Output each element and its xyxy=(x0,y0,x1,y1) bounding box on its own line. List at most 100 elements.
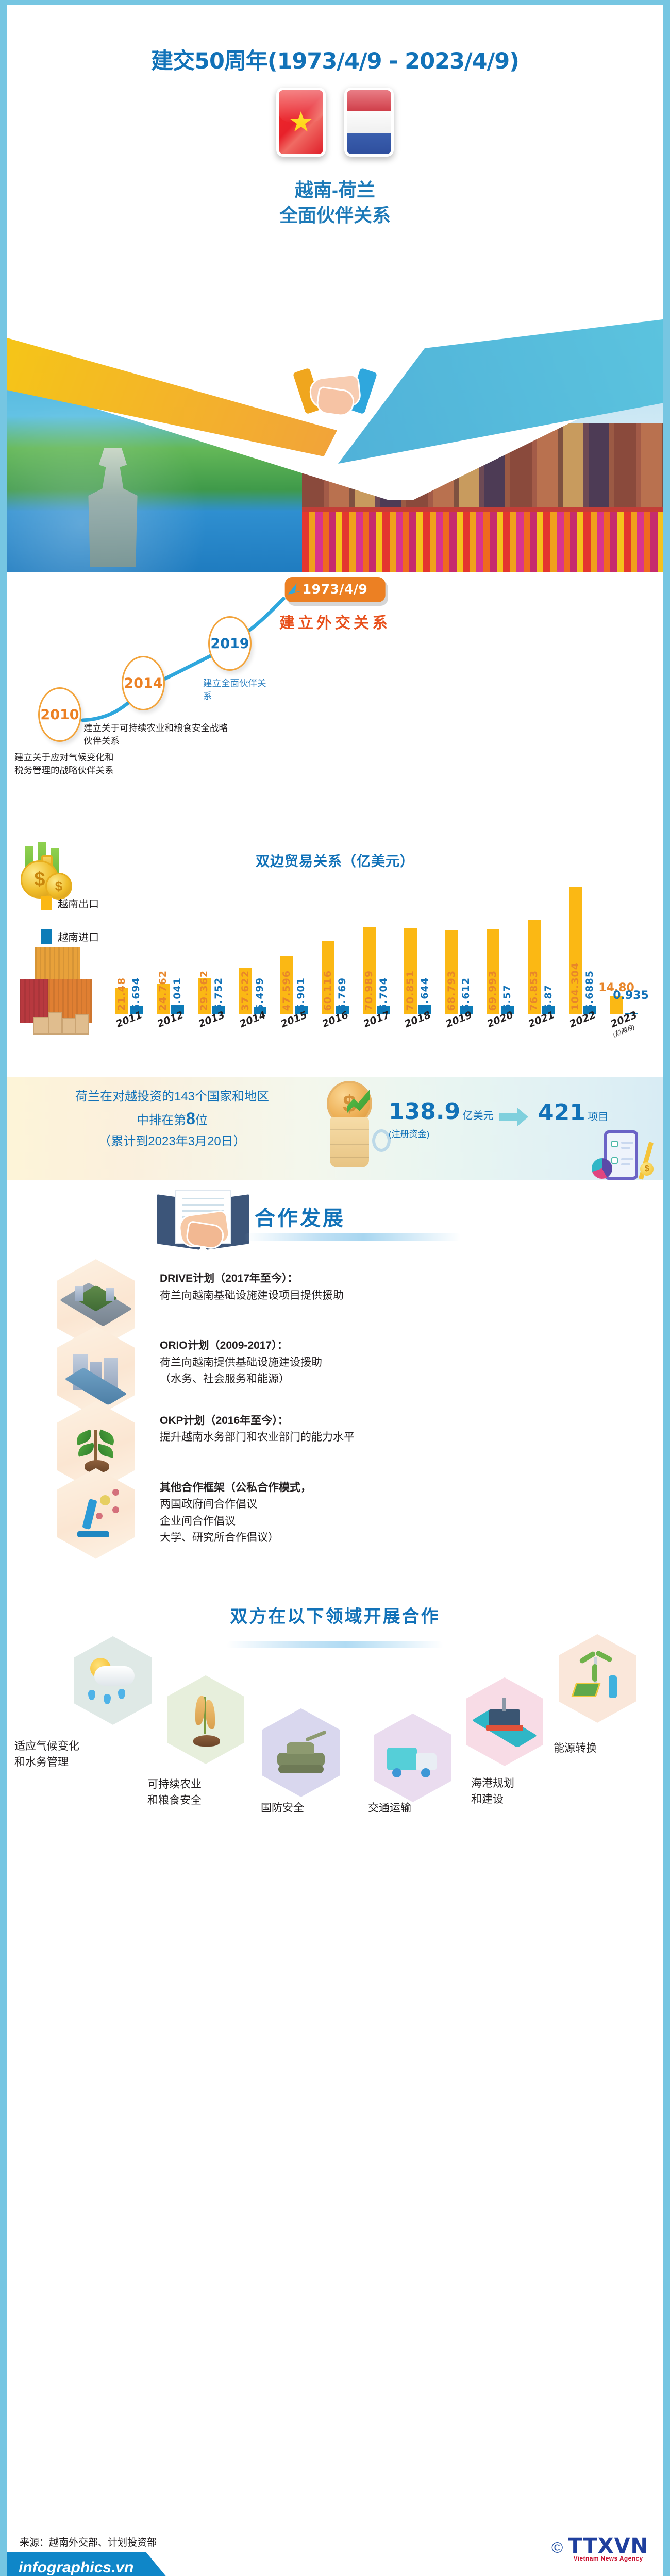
list-item: DRIVE计划（2017年至今）： 荷兰向越南基础设施建设项目提供援助 xyxy=(7,1259,663,1350)
timeline-year-2010: 2010 xyxy=(40,706,79,723)
bar-value-export: 68.793 xyxy=(446,970,457,1011)
bar-export: 70.851 xyxy=(404,927,417,1014)
cooperation-line: 提升越南水务部门和农业部门的能力水平 xyxy=(160,1431,355,1444)
field-label-climate-text: 适应气候变化 和水务管理 xyxy=(14,1740,79,1769)
page-title: 建交50周年(1973/4/9 - 2023/4/9) xyxy=(151,48,520,74)
bar-import: 7.041 xyxy=(171,977,184,1014)
bar-group: 24.762 7.041 xyxy=(149,880,191,1014)
cooperation-underline xyxy=(244,1233,461,1241)
fdi-projects: 421 项目 xyxy=(538,1099,608,1126)
bar-group: 14.80 0.935 xyxy=(598,880,649,1014)
fdi-rank-text: 荷兰在对越投资的143个国家和地区 中排在第8位 （累计到2023年3月20日） xyxy=(12,1087,332,1151)
legend-item-import: 越南进口 xyxy=(41,929,99,944)
bar-export: 70.989 xyxy=(362,927,376,1014)
bar-value-import: 7.644 xyxy=(419,977,430,1011)
wind-solar-icon xyxy=(559,1634,636,1723)
bar-import: 6.694 xyxy=(129,977,143,1014)
weather-rain-icon xyxy=(74,1636,152,1725)
bar-value-import: 6.769 xyxy=(337,977,348,1011)
x-axis-label: 2016 xyxy=(320,1009,350,1030)
bar-value-export: 21.48 xyxy=(116,977,127,1011)
fdi-band: 荷兰在对越投资的143个国家和地区 中排在第8位 （累计到2023年3月20日）… xyxy=(7,1077,663,1180)
bar-export: 69.993 xyxy=(486,928,499,1014)
bar-group: 37.622 5.499 xyxy=(232,880,273,1014)
cooperation-header: 合作发展 xyxy=(7,1190,663,1257)
truck-icon xyxy=(374,1713,451,1802)
hero-section: 建交50周年(1973/4/9 - 2023/4/9) 越南-荷兰 全面伙伴关系 xyxy=(7,0,663,572)
cooperation-heading: 其他合作框架（公私合作模式， xyxy=(160,1481,311,1494)
list-item: 其他合作框架（公私合作模式， 两国政府间合作倡议 企业间合作倡议 大学、研究所合… xyxy=(7,1468,663,1560)
cooperation-line: 荷兰向越南基础设施建设项目提供援助 xyxy=(160,1289,344,1301)
field-label-seaport: 海港规划 和建设 xyxy=(471,1775,514,1808)
field-label-transport: 交通运输 xyxy=(368,1800,411,1817)
cooperation-text: DRIVE计划（2017年至今）： 荷兰向越南基础设施建设项目提供援助 xyxy=(160,1259,642,1304)
bar-import: 7.644 xyxy=(418,977,431,1014)
bar-export: 60.116 xyxy=(321,940,334,1014)
timeline-year-2014: 2014 xyxy=(124,675,163,691)
fdi-rank-line1: 荷兰在对越投资的143个国家和地区 xyxy=(75,1090,270,1104)
trade-chart-section: 双边贸易关系（亿美元） $ $ 越南出口 越南进口 21 xyxy=(7,842,663,1072)
legend-label-import: 越南进口 xyxy=(58,932,99,943)
bar-value-export: 47.596 xyxy=(281,970,292,1011)
fdi-amount: 138.9 亿美元 (注册资金) xyxy=(389,1098,494,1140)
trade-chart-title: 双边贸易关系（亿美元） xyxy=(256,854,414,869)
x-axis-label: 2021 xyxy=(526,1009,556,1030)
bar-import: 5.499 xyxy=(253,977,266,1014)
cooperation-text: OKP计划（2016年至今）： 提升越南水务部门和农业部门的能力水平 xyxy=(160,1401,642,1446)
fdi-amount-note: (注册资金) xyxy=(389,1129,430,1139)
bar-export: 21.48 xyxy=(115,977,128,1014)
bar-value-export: 37.622 xyxy=(240,970,251,1011)
x-axis-label: 2019 xyxy=(444,1009,474,1030)
vietnam-flag-icon xyxy=(276,88,326,157)
bar-value-export: 70.851 xyxy=(405,970,416,1011)
cooperation-text: ORIO计划（2009-2017）： 荷兰向越南提供基础设施建设援助 （水务、社… xyxy=(160,1326,642,1388)
x-axis-label: 2018 xyxy=(403,1009,432,1030)
bar-group: 104.304 6.6885 xyxy=(562,880,603,1014)
microscope-icon xyxy=(57,1468,135,1559)
x-axis-label: 2023 (前两月) xyxy=(609,1009,639,1039)
bar-value-export: 60.116 xyxy=(322,970,333,1011)
fdi-amount-unit: 亿美元 xyxy=(462,1110,494,1122)
bar-export: 68.793 xyxy=(445,930,458,1014)
site-ribbon[interactable]: infographics.vn xyxy=(7,2552,172,2576)
timeline-curve xyxy=(55,583,303,722)
seaport-icon xyxy=(466,1677,543,1766)
cooperation-line: 企业间合作倡议 xyxy=(160,1515,236,1527)
agency-logo: © TTXVN Vietnam News Agency xyxy=(551,2534,648,2562)
book-handshake-icon xyxy=(157,1190,249,1257)
field-label-defense: 国防安全 xyxy=(261,1800,304,1817)
legend-swatch-import xyxy=(41,929,52,944)
bar-value-export: 29.362 xyxy=(198,970,210,1011)
x-axis-label: 2013 xyxy=(196,1009,226,1030)
cooperation-line: （水务、社会服务和能源） xyxy=(160,1373,290,1385)
timeline-text-2014: 建立关于可持续农业和粮食安全战略伙伴关系 xyxy=(83,723,228,747)
timeline-text-2010: 建立关于应对气候变化和税务管理的战略伙伴关系 xyxy=(14,752,114,776)
cooperation-heading: OKP计划（2016年至今）： xyxy=(160,1414,289,1427)
bar-value-import: 6.612 xyxy=(460,977,472,1011)
bar-group: 70.851 7.644 xyxy=(397,880,438,1014)
bar-import: 6.901 xyxy=(294,977,308,1014)
subtitle-line-2: 全面伙伴关系 xyxy=(279,204,391,226)
cooperation-title: 合作发展 xyxy=(255,1207,345,1230)
fdi-rank-pre: 中排在第 xyxy=(137,1113,187,1128)
bar-value-import: 6.752 xyxy=(213,977,224,1011)
agency-name: Vietnam News Agency xyxy=(573,2555,643,2562)
timeline-text-2019: 建立全面伙伴关系 xyxy=(203,678,266,702)
bar-value-export: 69.993 xyxy=(487,970,498,1011)
bar-import: 6.612 xyxy=(459,977,473,1014)
cooperation-text: 其他合作框架（公私合作模式， 两国政府间合作倡议 企业间合作倡议 大学、研究所合… xyxy=(160,1468,642,1547)
field-label-energy-text: 能源转换 xyxy=(554,1742,597,1754)
bar-group: 47.596 6.901 xyxy=(273,880,314,1014)
cooperation-section: 合作发展 DRIVE计划（2017年至今）： 荷兰向越南基础设施建设项目提供援助 xyxy=(7,1180,663,1560)
x-axis-label: 2014 xyxy=(238,1009,267,1030)
cooperation-list: DRIVE计划（2017年至今）： 荷兰向越南基础设施建设项目提供援助 ORIO… xyxy=(7,1255,663,1560)
bar-value-import: 0.935 xyxy=(613,989,649,1002)
field-label-climate: 适应气候变化 和水务管理 xyxy=(14,1738,79,1771)
copyright-icon: © xyxy=(551,2539,563,2556)
cooperation-heading: ORIO计划（2009-2017）： xyxy=(160,1340,288,1351)
list-item: OKP计划（2016年至今）： 提升越南水务部门和农业部门的能力水平 xyxy=(7,1401,663,1492)
source-note: 来源：越南外交部、计划投资部 xyxy=(20,2537,157,2548)
x-axis-labels: 2011 2012 2013 2014 2015 2016 2017 2018 2019 2020… xyxy=(108,1009,644,1040)
site-url: infographics.vn xyxy=(19,2559,134,2576)
legend-item-export: 越南出口 xyxy=(41,895,99,910)
